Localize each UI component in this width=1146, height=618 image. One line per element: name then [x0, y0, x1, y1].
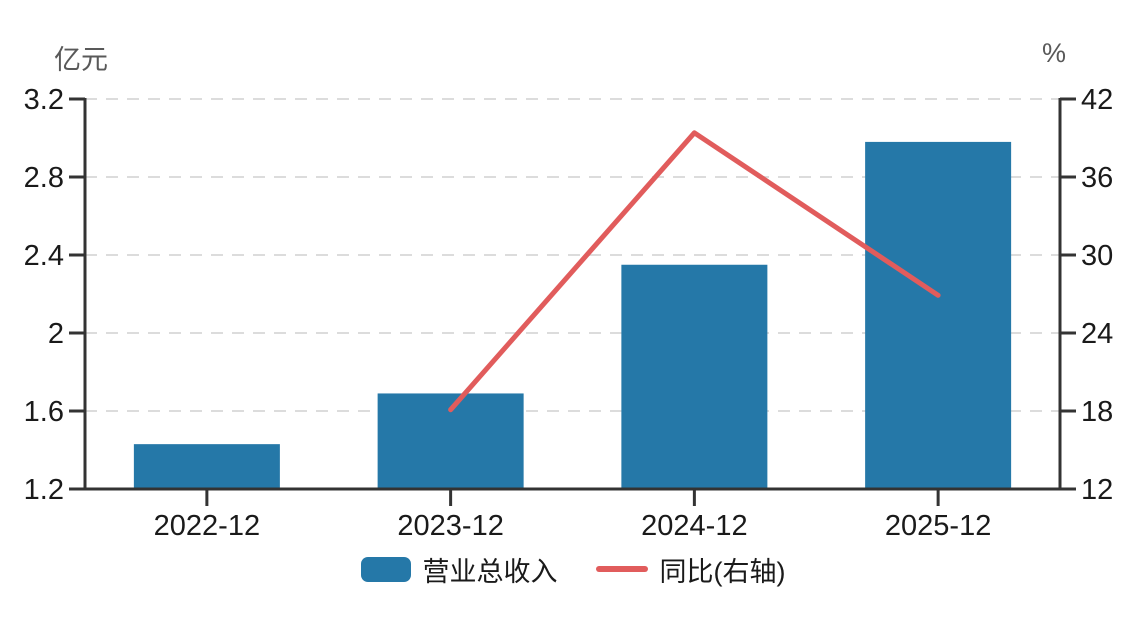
right-axis-tick-label: 12: [1081, 474, 1113, 506]
left-axis-tick-label: 2.8: [24, 162, 64, 194]
line-series-swatch-icon: [595, 566, 648, 572]
left-axis-tick-label: 1.6: [24, 396, 64, 428]
right-axis-tick-label: 18: [1081, 396, 1113, 428]
x-axis-label-2022-12: 2022-12: [154, 510, 260, 542]
x-axis-label-2023-12: 2023-12: [397, 510, 503, 542]
x-axis-label-2025-12: 2025-12: [885, 510, 991, 542]
legend-item-yoy[interactable]: 同比(右轴): [595, 550, 786, 589]
left-axis-tick-label: 3.2: [24, 84, 64, 116]
right-axis-tick-label: 42: [1081, 84, 1113, 116]
right-axis-title: %: [1042, 38, 1067, 68]
right-axis-tick-label: 36: [1081, 162, 1113, 194]
right-axis-tick-label: 24: [1081, 318, 1113, 350]
left-axis-title: 亿元: [54, 45, 108, 75]
legend-label-yoy: 同比(右轴): [659, 556, 786, 587]
left-axis-tick-label: 2.4: [24, 240, 64, 272]
yoy-line-series[interactable]: [448, 130, 941, 413]
chart-legend: 营业总收入 同比(右轴): [0, 548, 1146, 590]
legend-label-revenue: 营业总收入: [422, 556, 558, 587]
left-axis-tick-label: 2: [48, 318, 64, 350]
bar-2022-12[interactable]: [133, 444, 280, 489]
legend-item-revenue[interactable]: 营业总收入: [360, 550, 558, 589]
x-axis-label-2024-12: 2024-12: [641, 510, 747, 542]
bar-2024-12[interactable]: [621, 264, 768, 489]
bar-series-swatch-icon: [360, 556, 411, 582]
bar-2025-12[interactable]: [865, 141, 1012, 489]
left-axis-tick-label: 1.2: [24, 474, 64, 506]
right-axis-tick-label: 30: [1081, 240, 1113, 272]
